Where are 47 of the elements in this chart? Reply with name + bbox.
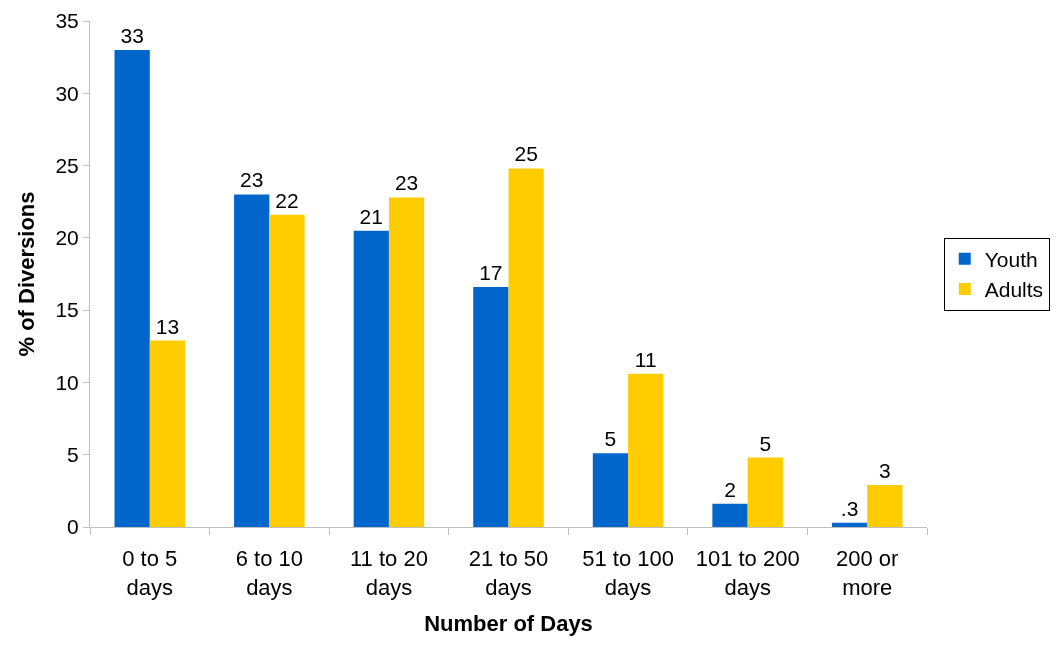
y-tick-label: 5	[67, 443, 79, 467]
bar	[388, 197, 425, 527]
legend-label: Youth	[984, 247, 1038, 271]
bar	[353, 230, 389, 527]
bar	[867, 485, 903, 527]
data-label: 23	[240, 168, 264, 192]
y-axis-title: % of Diversions	[14, 191, 40, 357]
data-label: 22	[275, 188, 299, 212]
x-tick-label: 6 to 10 days	[235, 546, 303, 600]
y-tick-label: 15	[55, 298, 79, 322]
data-label: 33	[120, 23, 144, 47]
bar	[508, 168, 544, 527]
data-label: 3	[879, 459, 891, 483]
y-tick-label: 25	[55, 153, 79, 177]
x-tick-label: 51 to 100 days	[582, 546, 674, 600]
data-label: 23	[394, 171, 419, 195]
y-tick-label: 20	[55, 226, 79, 250]
x-tick-label: 21 to 50 days	[468, 546, 549, 600]
data-label: 5	[759, 431, 772, 455]
x-tick-label: 0 to 5 days	[122, 546, 178, 600]
bar	[592, 453, 629, 527]
bar	[712, 503, 748, 527]
x-tick-label: 200 or more	[836, 546, 899, 600]
data-label: 5	[604, 427, 617, 451]
data-label: 11	[634, 347, 657, 371]
x-axis-title: Number of Days	[424, 610, 593, 636]
bar	[269, 214, 305, 527]
data-label: 21	[359, 204, 383, 228]
y-tick-label: 10	[55, 370, 79, 394]
bar	[831, 522, 868, 527]
x-tick-label: 11 to 20 days	[349, 546, 428, 600]
data-label: 17	[479, 261, 503, 285]
bar	[114, 49, 150, 527]
x-tick-label: 101 to 200 days	[695, 546, 800, 600]
y-tick-label: 0	[67, 515, 79, 539]
data-label: 2	[724, 477, 736, 501]
y-tick-label: 35	[55, 9, 79, 33]
bar	[628, 373, 664, 527]
data-label: .3	[840, 496, 859, 520]
bar	[234, 194, 270, 527]
data-label: 13	[155, 314, 180, 338]
bar	[747, 457, 783, 527]
y-tick-label: 30	[55, 81, 79, 105]
bar	[149, 340, 186, 527]
data-label: 25	[514, 142, 538, 166]
bar	[473, 287, 509, 527]
legend-label: Adults	[984, 278, 1044, 302]
